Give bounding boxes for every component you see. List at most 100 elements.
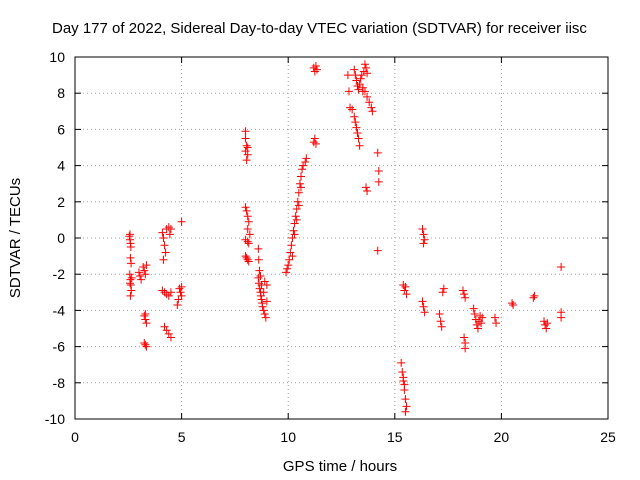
y-tick-label: 8 bbox=[57, 85, 65, 101]
data-point-marker bbox=[162, 326, 171, 335]
data-point-marker bbox=[360, 87, 369, 96]
data-point-marker bbox=[346, 103, 355, 112]
data-point-marker bbox=[291, 212, 300, 221]
data-point-marker bbox=[166, 224, 175, 233]
data-point-marker bbox=[293, 197, 302, 206]
data-point-marker bbox=[242, 141, 251, 150]
data-point-marker bbox=[164, 329, 173, 338]
data-point-marker bbox=[285, 255, 294, 264]
data-point-marker bbox=[530, 291, 539, 300]
data-point-marker bbox=[438, 288, 447, 297]
data-point-marker bbox=[177, 291, 186, 300]
data-point-marker bbox=[261, 313, 270, 322]
data-point-marker bbox=[310, 134, 319, 143]
data-point-marker bbox=[475, 317, 484, 326]
data-point-marker bbox=[360, 60, 369, 69]
x-tick-label: 0 bbox=[71, 429, 79, 445]
data-point-marker bbox=[242, 253, 251, 262]
data-point-marker bbox=[509, 300, 518, 309]
data-point-marker bbox=[399, 373, 408, 382]
data-point-marker bbox=[362, 183, 371, 192]
y-tick-labels: -10 -8 -6 -4 -2 0 2 4 6 8 10 bbox=[45, 49, 65, 427]
data-point-marker bbox=[166, 333, 175, 342]
data-point-marker bbox=[359, 67, 368, 76]
data-point-marker bbox=[243, 212, 252, 221]
data-point-marker bbox=[301, 157, 310, 166]
grid bbox=[75, 57, 608, 419]
data-point-marker bbox=[161, 248, 170, 257]
y-tick-label: 4 bbox=[57, 158, 65, 174]
data-point-marker bbox=[257, 281, 266, 290]
data-point-marker bbox=[140, 338, 149, 347]
data-point-marker bbox=[127, 286, 136, 295]
data-point-marker bbox=[400, 380, 409, 389]
data-point-marker bbox=[295, 179, 304, 188]
data-point-marker bbox=[166, 288, 175, 297]
data-point-marker bbox=[469, 304, 478, 313]
data-point-marker bbox=[174, 295, 183, 304]
data-point-marker bbox=[508, 299, 517, 308]
data-point-marker bbox=[439, 284, 448, 293]
data-point-marker bbox=[311, 62, 320, 71]
data-point-marker bbox=[373, 246, 382, 255]
data-point-marker bbox=[141, 310, 150, 319]
data-point-marker bbox=[244, 217, 253, 226]
data-point-marker bbox=[436, 317, 445, 326]
data-point-marker bbox=[241, 127, 250, 136]
data-point-marker bbox=[460, 290, 469, 299]
data-point-marker bbox=[259, 306, 268, 315]
data-point-marker bbox=[478, 313, 487, 322]
chart-title: Day 177 of 2022, Sidereal Day-to-day VTE… bbox=[52, 20, 587, 37]
data-point-marker bbox=[134, 268, 143, 277]
data-point-marker bbox=[241, 134, 250, 143]
data-point-marker bbox=[160, 241, 169, 250]
data-point-marker bbox=[460, 333, 469, 342]
data-point-marker bbox=[437, 322, 446, 331]
data-point-marker bbox=[127, 273, 136, 282]
data-point-marker bbox=[127, 259, 136, 268]
data-point-marker bbox=[368, 107, 377, 116]
data-point-marker bbox=[141, 270, 150, 279]
data-point-marker bbox=[140, 311, 149, 320]
data-point-marker bbox=[241, 147, 250, 156]
data-point-marker bbox=[159, 255, 168, 264]
data-point-marker bbox=[309, 63, 318, 72]
data-point-marker bbox=[283, 264, 292, 273]
data-point-marker bbox=[175, 284, 184, 293]
data-point-marker bbox=[242, 206, 251, 215]
data-point-marker bbox=[244, 239, 253, 248]
data-point-marker bbox=[243, 224, 252, 233]
data-point-marker bbox=[352, 76, 361, 85]
data-point-marker bbox=[491, 313, 500, 322]
data-point-marker bbox=[419, 302, 428, 311]
y-tick-label: 0 bbox=[57, 230, 65, 246]
data-point-marker bbox=[311, 139, 320, 148]
data-point-marker bbox=[177, 217, 186, 226]
data-point-marker bbox=[374, 177, 383, 186]
data-point-marker bbox=[355, 80, 364, 89]
data-point-marker bbox=[142, 319, 151, 328]
data-point-marker bbox=[540, 317, 549, 326]
data-point-marker bbox=[136, 272, 145, 281]
data-point-marker bbox=[254, 273, 263, 282]
data-point-marker bbox=[401, 395, 410, 404]
data-point-marker bbox=[542, 324, 551, 333]
y-tick-label: 6 bbox=[57, 121, 65, 137]
data-point-marker bbox=[373, 148, 382, 157]
data-point-marker bbox=[294, 188, 303, 197]
data-point-marker bbox=[160, 322, 169, 331]
data-point-marker bbox=[126, 230, 135, 239]
data-point-marker bbox=[286, 248, 295, 257]
data-point-marker bbox=[353, 129, 362, 138]
data-point-marker bbox=[164, 291, 173, 300]
plot-frame bbox=[74, 56, 609, 420]
data-point-marker bbox=[350, 112, 359, 121]
data-point-marker bbox=[397, 358, 406, 367]
data-point-marker bbox=[173, 300, 182, 309]
data-point-marker bbox=[343, 71, 352, 80]
data-point-marker bbox=[289, 226, 298, 235]
x-axis-label: GPS time / hours bbox=[283, 458, 397, 475]
y-tick-label: -6 bbox=[53, 339, 66, 355]
data-point-marker bbox=[241, 203, 250, 212]
